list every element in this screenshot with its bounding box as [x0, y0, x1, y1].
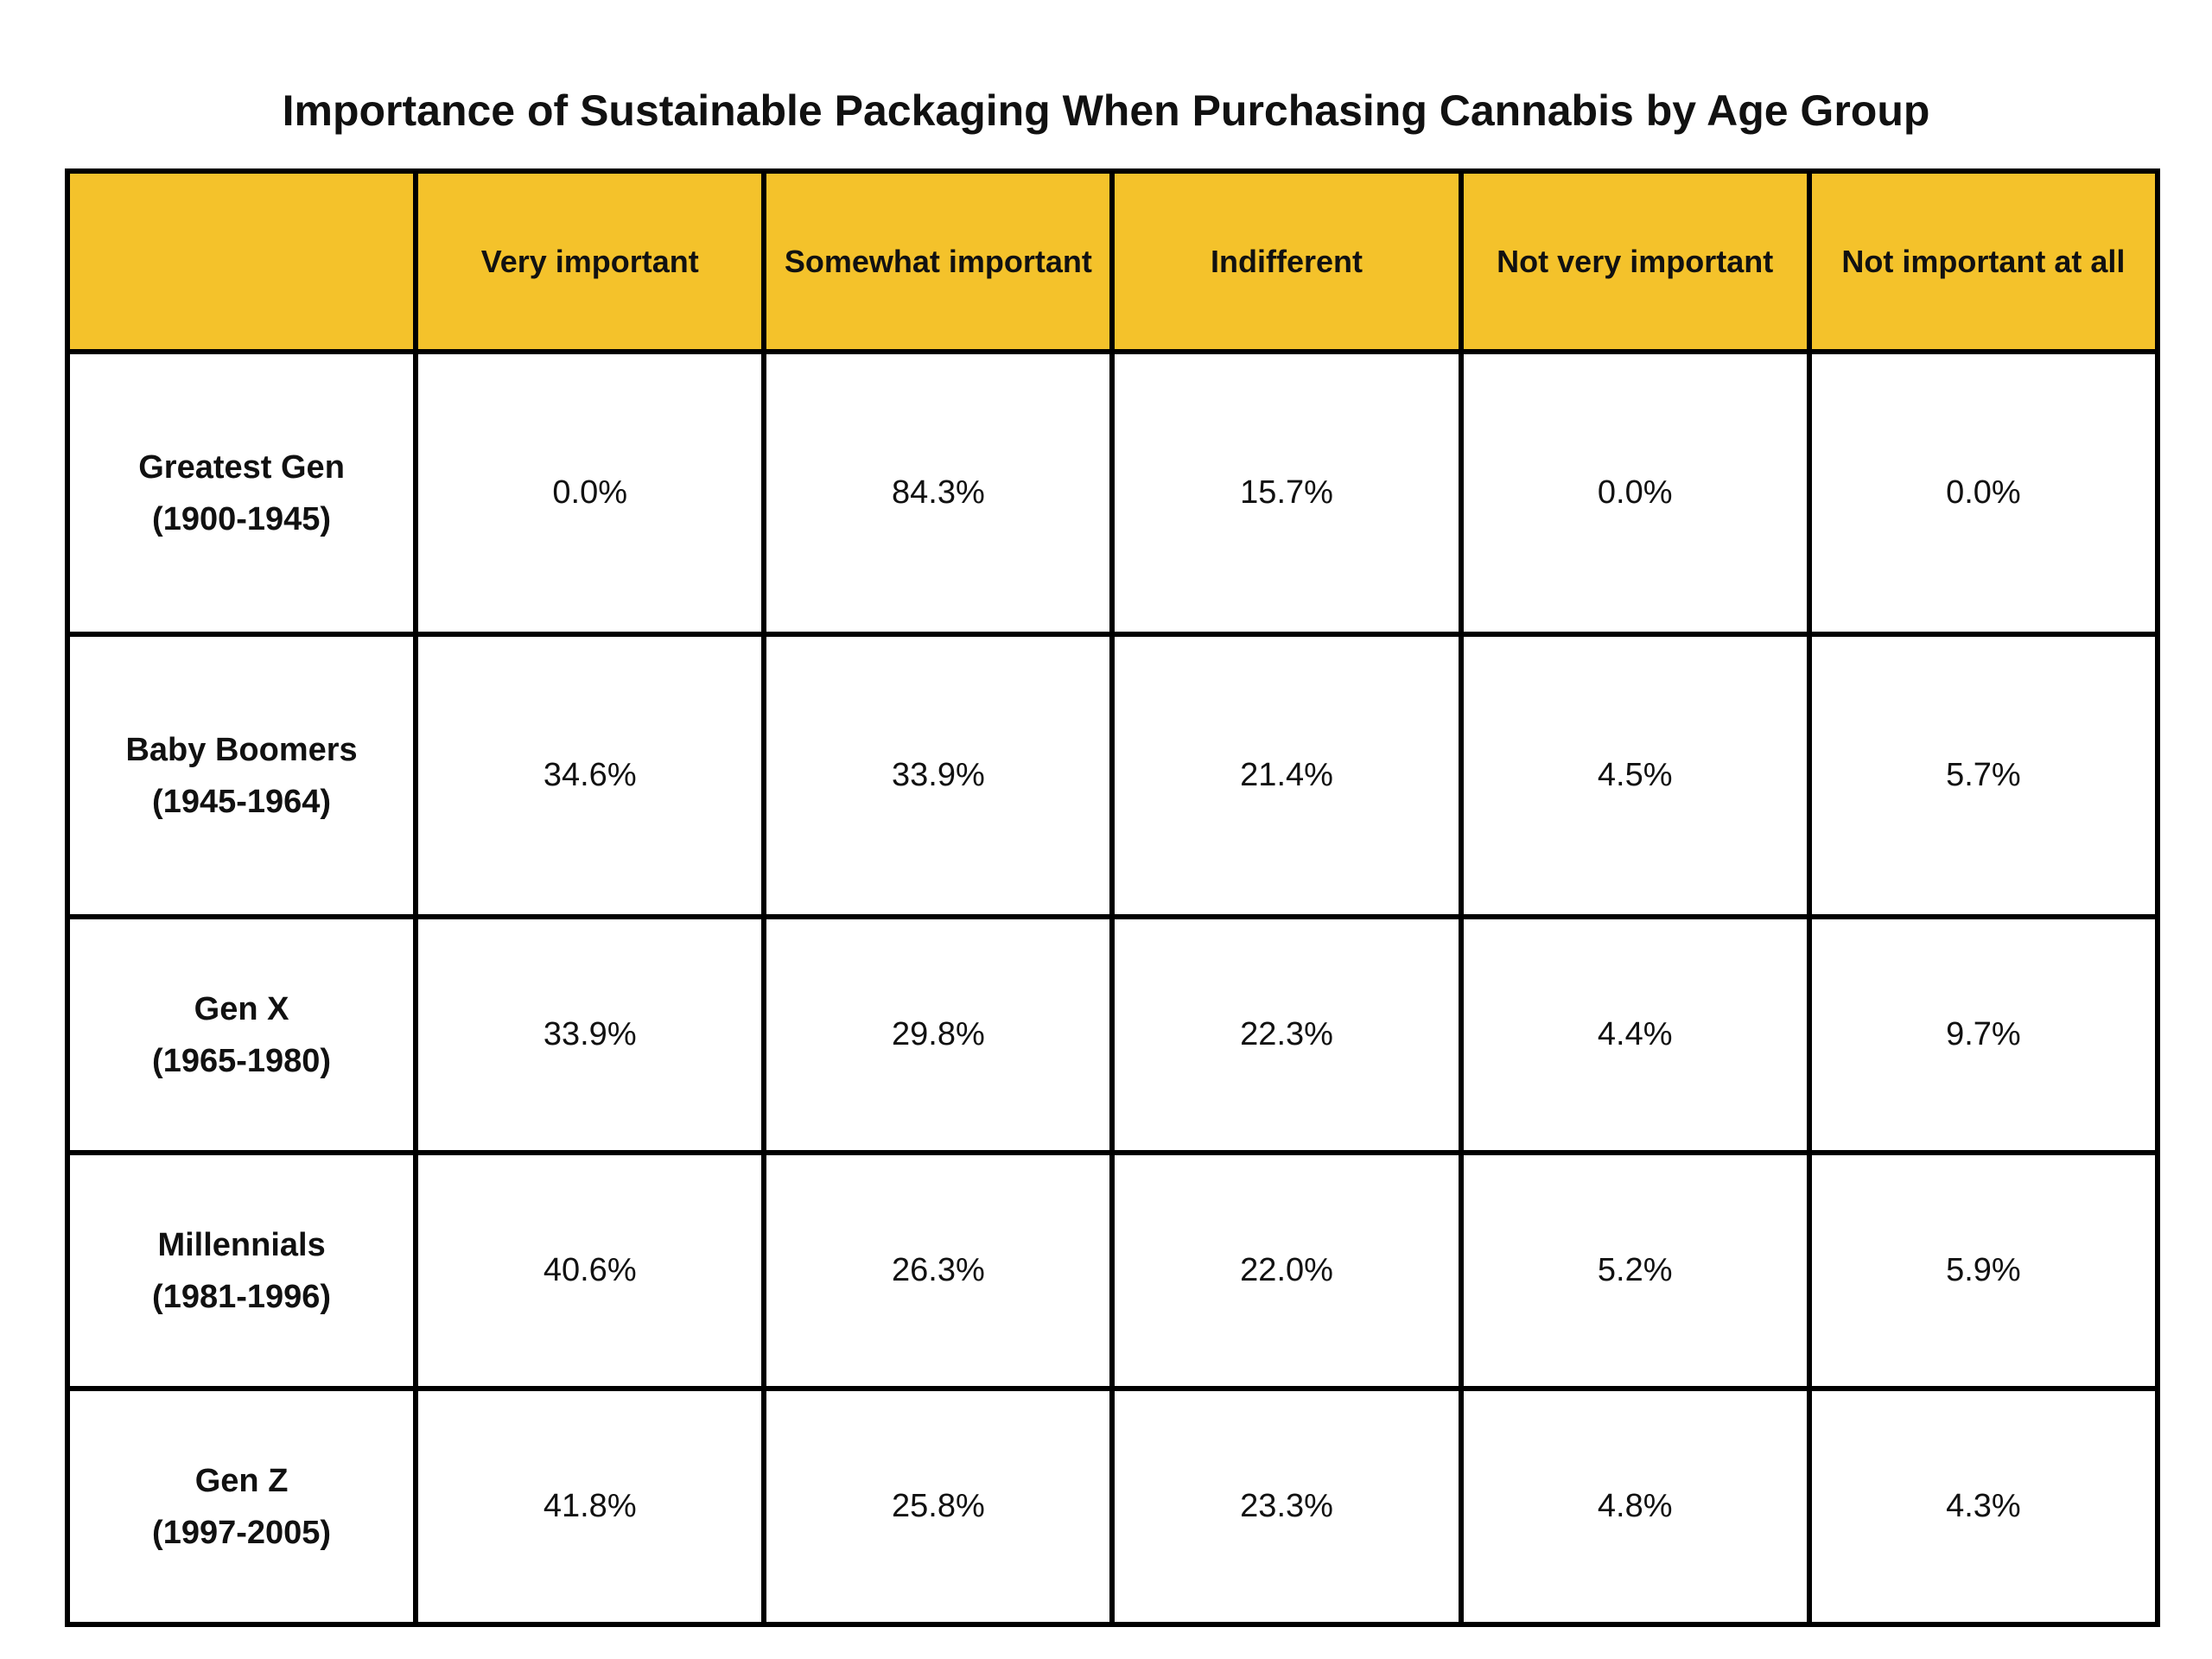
column-header-not-important-at-all: Not important at all: [1806, 168, 2161, 354]
table-cell: 26.3%: [761, 1150, 1116, 1391]
row-label: Baby Boomers: [125, 731, 358, 768]
row-header-greatest-gen: Greatest Gen (1900-1945): [64, 349, 419, 637]
row-label: Greatest Gen: [138, 448, 345, 486]
table-cell: 5.9%: [1806, 1150, 2161, 1391]
column-header-very-important: Very important: [413, 168, 767, 354]
column-header-indifferent: Indifferent: [1109, 168, 1464, 354]
table-cell: 29.8%: [761, 914, 1116, 1155]
table-row: Gen Z (1997-2005) 41.8% 25.8% 23.3% 4.8%…: [64, 1386, 2161, 1627]
table-cell: 33.9%: [761, 632, 1116, 919]
row-years: (1945-1964): [152, 783, 332, 820]
row-years: (1965-1980): [152, 1042, 332, 1079]
column-header-somewhat-important: Somewhat important: [761, 168, 1116, 354]
row-years: (1981-1996): [152, 1278, 332, 1315]
table-cell: 9.7%: [1806, 914, 2161, 1155]
table-cell: 0.0%: [413, 349, 767, 637]
table-cell: 4.3%: [1806, 1386, 2161, 1627]
table-cell: 84.3%: [761, 349, 1116, 637]
table-cell: 22.3%: [1109, 914, 1464, 1155]
header-row: Very important Somewhat important Indiff…: [64, 168, 2161, 354]
table-cell: 21.4%: [1109, 632, 1464, 919]
column-header-corner: [64, 168, 419, 354]
row-header-gen-z: Gen Z (1997-2005): [64, 1386, 419, 1627]
row-header-millennials: Millennials (1981-1996): [64, 1150, 419, 1391]
row-header-baby-boomers: Baby Boomers (1945-1964): [64, 632, 419, 919]
data-table: Very important Somewhat important Indiff…: [64, 168, 2161, 1627]
table-cell: 5.2%: [1458, 1150, 1812, 1391]
table-cell: 4.5%: [1458, 632, 1812, 919]
table-cell: 23.3%: [1109, 1386, 1464, 1627]
table-cell: 4.8%: [1458, 1386, 1812, 1627]
chart-title: Importance of Sustainable Packaging When…: [282, 86, 1930, 135]
row-label: Millennials: [157, 1226, 326, 1263]
row-header-gen-x: Gen X (1965-1980): [64, 914, 419, 1155]
table-cell: 4.4%: [1458, 914, 1812, 1155]
table-cell: 22.0%: [1109, 1150, 1464, 1391]
table-cell: 25.8%: [761, 1386, 1116, 1627]
table-row: Gen X (1965-1980) 33.9% 29.8% 22.3% 4.4%…: [64, 914, 2161, 1155]
table-row: Greatest Gen (1900-1945) 0.0% 84.3% 15.7…: [64, 349, 2161, 637]
table-cell: 33.9%: [413, 914, 767, 1155]
row-years: (1997-2005): [152, 1514, 332, 1551]
table-cell: 5.7%: [1806, 632, 2161, 919]
table-row: Baby Boomers (1945-1964) 34.6% 33.9% 21.…: [64, 632, 2161, 919]
table-cell: 15.7%: [1109, 349, 1464, 637]
row-label: Gen Z: [194, 1462, 289, 1499]
table-cell: 34.6%: [413, 632, 767, 919]
table-cell: 0.0%: [1806, 349, 2161, 637]
table-cell: 0.0%: [1458, 349, 1812, 637]
row-label: Gen X: [194, 990, 289, 1027]
row-years: (1900-1945): [152, 500, 332, 537]
column-header-not-very-important: Not very important: [1458, 168, 1812, 354]
table-row: Millennials (1981-1996) 40.6% 26.3% 22.0…: [64, 1150, 2161, 1391]
table-cell: 40.6%: [413, 1150, 767, 1391]
table-cell: 41.8%: [413, 1386, 767, 1627]
